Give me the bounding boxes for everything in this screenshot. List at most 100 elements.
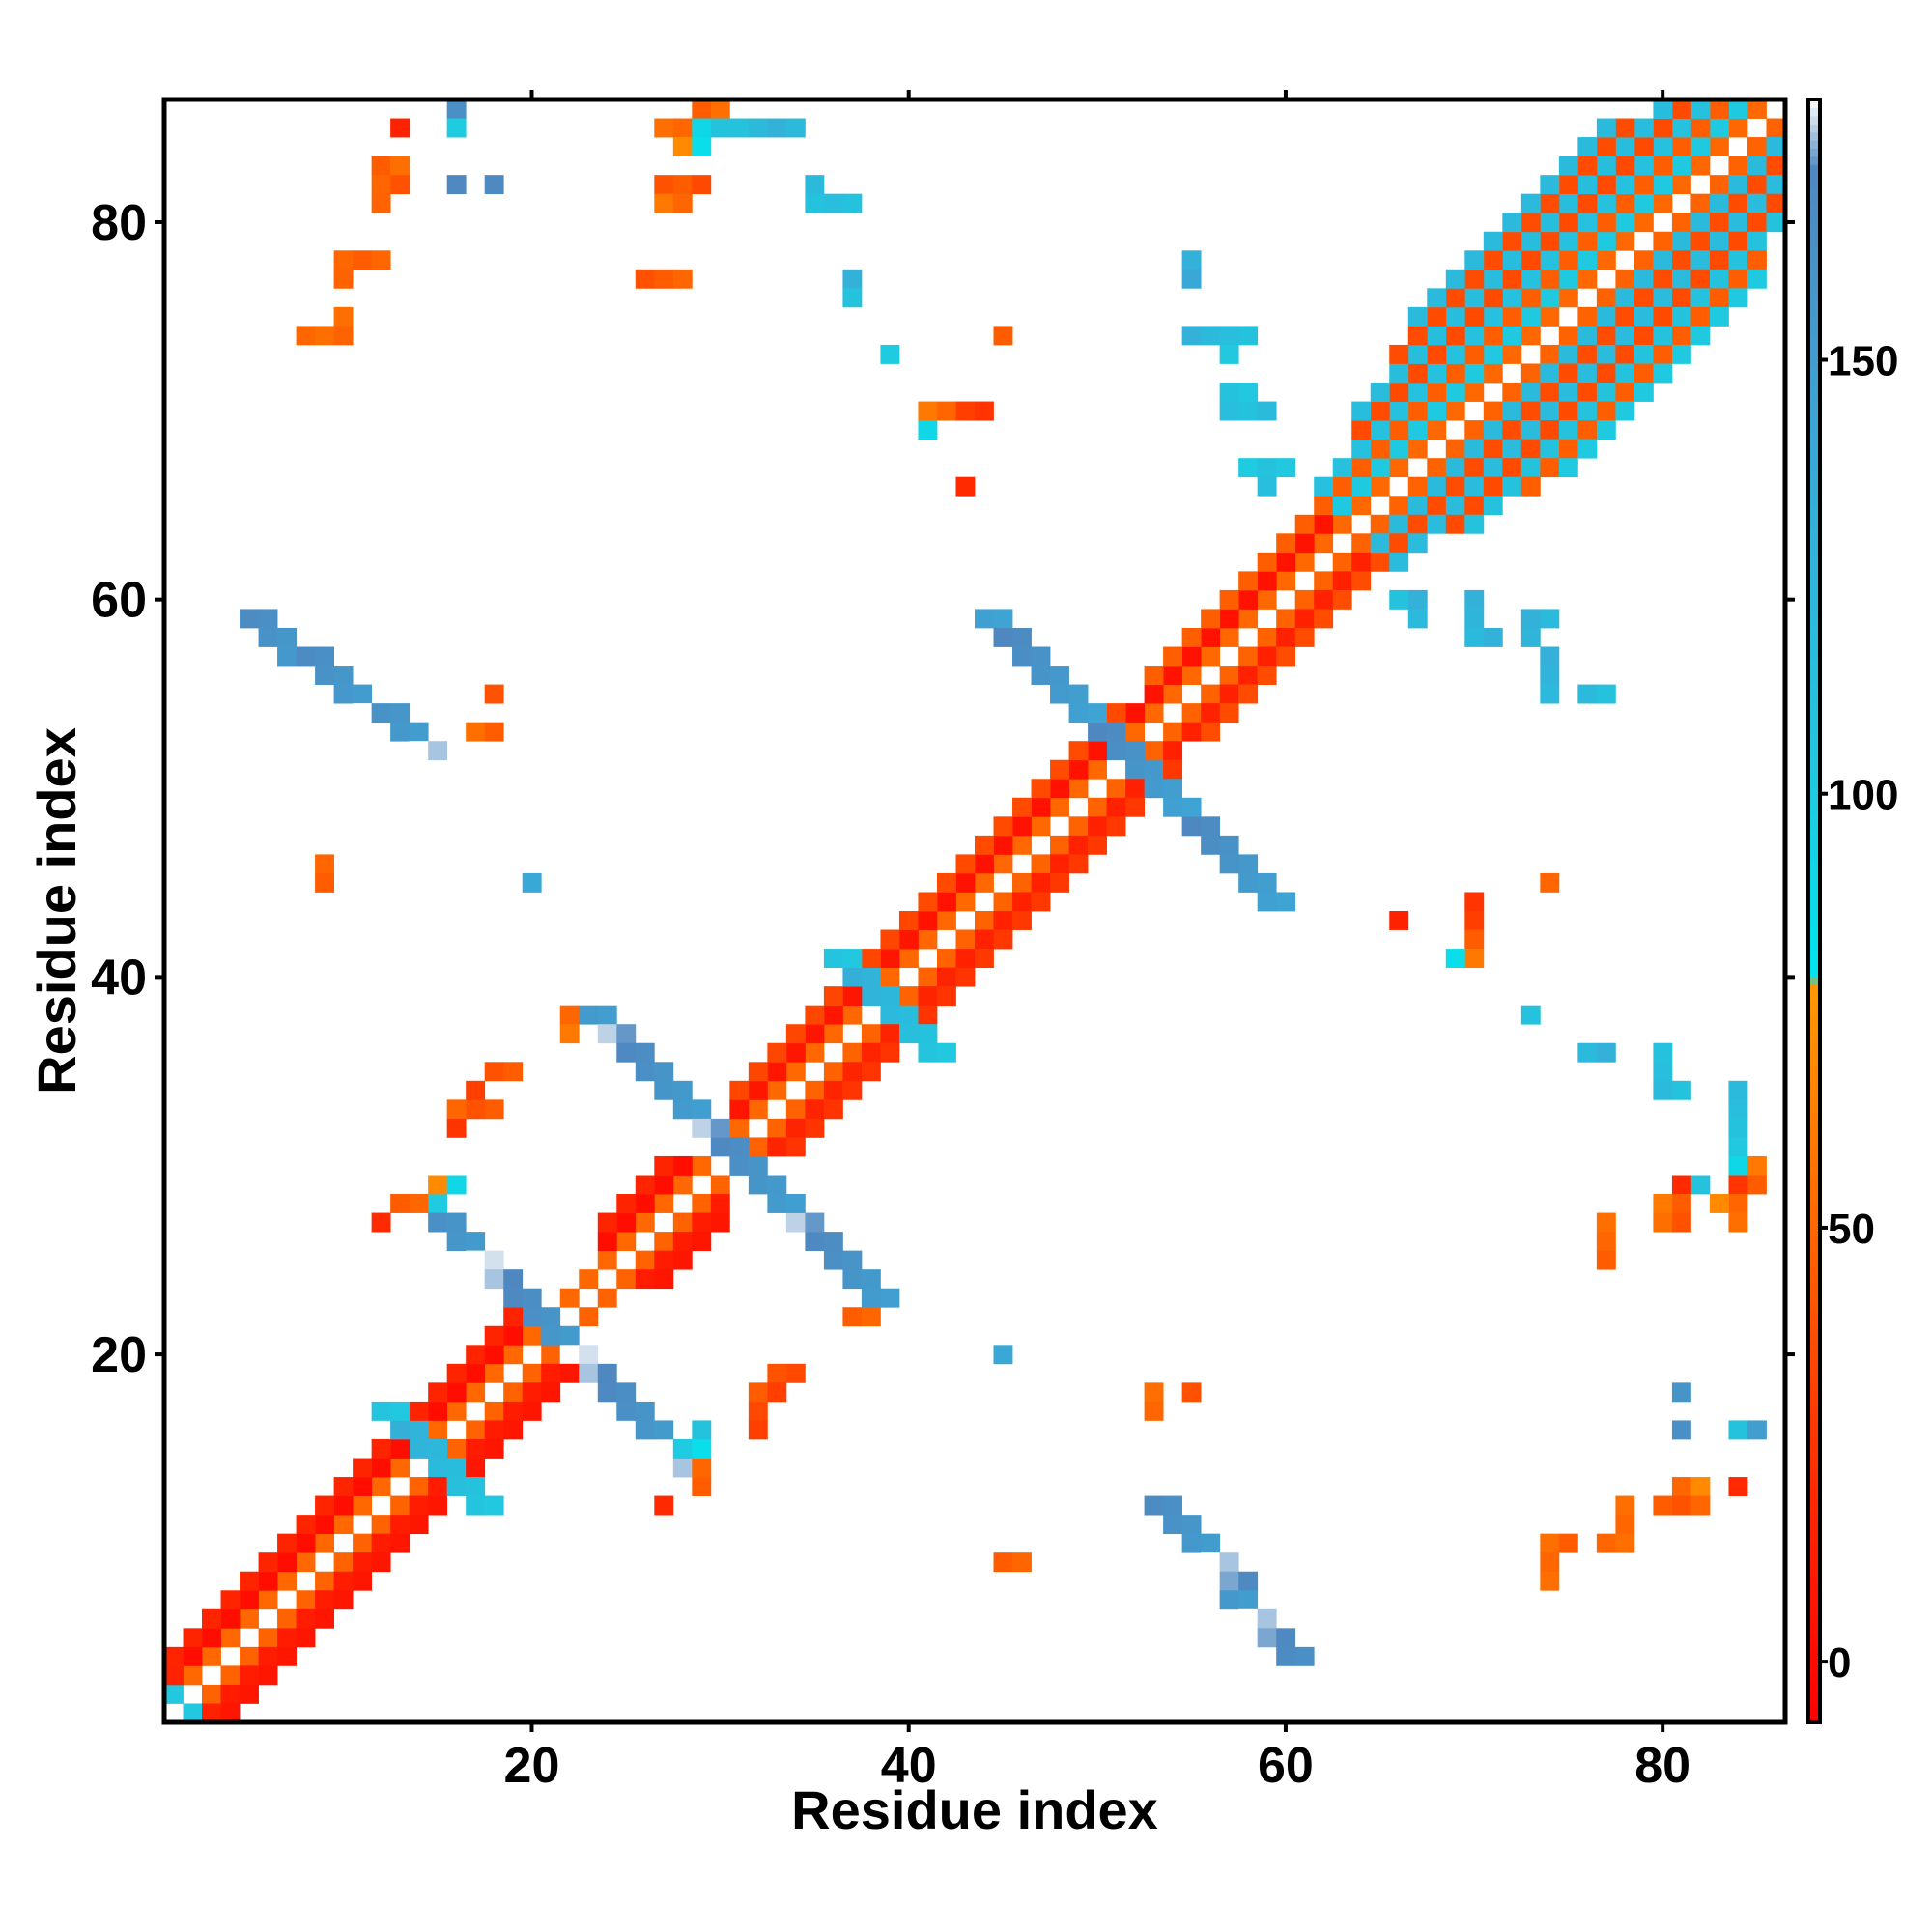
colorbar-segment — [1808, 1146, 1820, 1155]
heatmap-cell — [1690, 213, 1711, 233]
heatmap-cell — [1445, 949, 1465, 968]
heatmap-cell — [1709, 269, 1729, 289]
heatmap-cell — [202, 1684, 221, 1704]
colorbar-segment — [1808, 635, 1820, 644]
colorbar-segment — [1808, 546, 1820, 554]
heatmap-cell — [1671, 1080, 1691, 1100]
heatmap-cell — [315, 1571, 334, 1591]
heatmap-cell — [842, 986, 863, 1007]
heatmap-cell — [1427, 420, 1447, 440]
heatmap-cell — [597, 1288, 617, 1308]
colorbar-segment — [1808, 196, 1820, 206]
heatmap-cell — [1219, 609, 1239, 629]
heatmap-cell — [1615, 213, 1635, 233]
heatmap-cell — [1068, 703, 1089, 724]
heatmap-cell — [842, 1250, 863, 1270]
heatmap-cell — [729, 1118, 750, 1138]
heatmap-cell — [1615, 118, 1635, 138]
colorbar: 0 50 100 150 — [1806, 98, 1898, 1724]
heatmap-cell — [1709, 288, 1729, 308]
colorbar-segment — [1808, 399, 1820, 409]
heatmap-cell — [1144, 1382, 1164, 1403]
heatmap-cell — [654, 1269, 674, 1290]
heatmap-cell — [1483, 269, 1503, 289]
heatmap-cell — [1351, 458, 1372, 478]
heatmap-cell — [748, 1099, 768, 1120]
heatmap-cell — [1634, 213, 1654, 233]
colorbar-segment — [1808, 384, 1820, 392]
heatmap-cell — [1257, 476, 1277, 497]
heatmap-cell — [333, 1571, 354, 1591]
colorbar-segment — [1808, 318, 1820, 327]
heatmap-cell — [1238, 872, 1259, 893]
heatmap-cell — [692, 1118, 712, 1138]
heatmap-cell — [353, 684, 373, 704]
colorbar-segment — [1808, 1389, 1820, 1399]
heatmap-cell — [1747, 1420, 1767, 1440]
heatmap-cell — [1634, 326, 1654, 346]
heatmap-cell — [1690, 231, 1711, 251]
heatmap-cell — [918, 401, 938, 421]
colorbar-segment — [1808, 456, 1820, 466]
heatmap-cell — [428, 1194, 448, 1213]
heatmap-cell — [1615, 306, 1635, 327]
heatmap-cell — [1634, 137, 1654, 156]
heatmap-cell — [654, 1194, 674, 1213]
colorbar-segment — [1808, 505, 1820, 514]
colorbar-segment — [1808, 1317, 1820, 1325]
heatmap-cell — [1257, 1628, 1277, 1648]
heatmap-cell — [805, 1005, 825, 1025]
heatmap-cell — [1219, 666, 1239, 685]
colorbar-tick-label: 0 — [1828, 1639, 1851, 1687]
colorbar-segment — [1808, 221, 1820, 230]
colorbar-segment — [1808, 1236, 1820, 1244]
heatmap-cell — [446, 1118, 467, 1138]
heatmap-cell — [1483, 458, 1503, 478]
heatmap-cell — [1690, 118, 1711, 138]
heatmap-cell — [1163, 1515, 1183, 1535]
heatmap-cell — [1238, 1608, 1259, 1629]
heatmap-cell — [541, 1363, 561, 1383]
heatmap-cell — [1747, 213, 1767, 233]
heatmap-cell — [1144, 741, 1164, 761]
heatmap-cell — [503, 1420, 524, 1440]
heatmap-cell — [1031, 872, 1051, 893]
heatmap-cell — [1634, 306, 1654, 327]
heatmap-cell — [616, 1401, 637, 1421]
heatmap-cell — [1520, 1005, 1541, 1025]
heatmap-cell — [918, 967, 938, 987]
heatmap-cell — [672, 118, 693, 138]
heatmap-cell — [371, 1212, 391, 1233]
heatmap-cell — [1502, 231, 1522, 251]
heatmap-cell — [1483, 326, 1503, 346]
heatmap-cell — [1653, 326, 1673, 346]
heatmap-cell — [1238, 646, 1259, 667]
heatmap-cell — [296, 1533, 316, 1553]
heatmap-cell — [1181, 269, 1202, 289]
heatmap-cell — [1201, 1552, 1221, 1573]
heatmap-cell — [466, 1232, 486, 1252]
colorbar-segment — [1808, 1186, 1820, 1196]
heatmap-cell — [1596, 193, 1616, 213]
heatmap-cell — [785, 1363, 806, 1383]
heatmap-cell — [1068, 759, 1089, 780]
heatmap-cell — [1690, 156, 1711, 176]
heatmap-cell — [333, 666, 354, 685]
heatmap-cell — [1389, 383, 1409, 402]
colorbar-segment — [1808, 570, 1820, 580]
colorbar-segment — [1808, 675, 1820, 685]
heatmap-cell — [240, 1646, 259, 1666]
colorbar-segment — [1808, 1616, 1820, 1626]
heatmap-cell — [353, 1533, 373, 1553]
heatmap-cell — [1351, 496, 1372, 516]
heatmap-cell — [918, 911, 938, 930]
heatmap-cell — [353, 1552, 373, 1573]
heatmap-cell — [1766, 156, 1786, 176]
colorbar-segment — [1808, 1048, 1820, 1058]
colorbar-segment — [1808, 895, 1820, 904]
heatmap-cell — [955, 401, 976, 421]
heatmap-cell — [993, 627, 1013, 647]
colorbar-segment — [1808, 1033, 1820, 1041]
heatmap-cell — [1728, 269, 1748, 289]
heatmap-cell — [1464, 589, 1485, 610]
